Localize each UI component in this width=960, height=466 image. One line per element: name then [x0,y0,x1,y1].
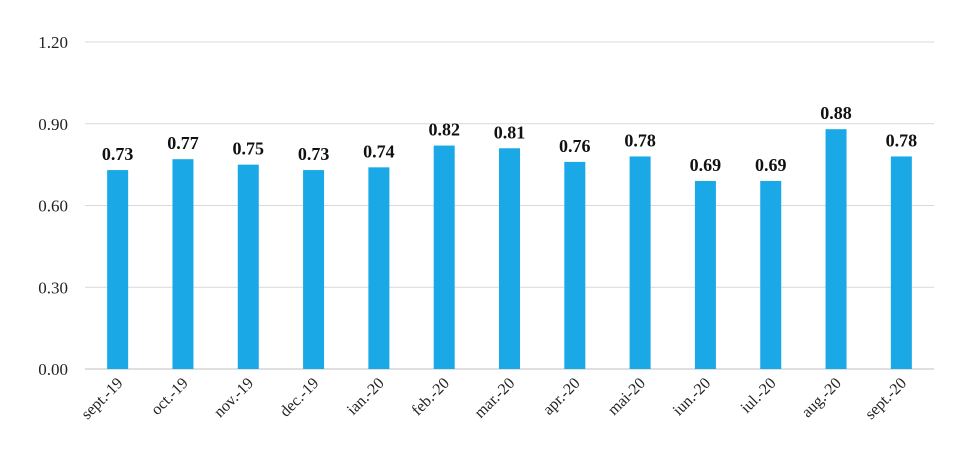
y-tick-label: 0.60 [38,197,68,216]
data-label: 0.76 [559,136,591,156]
y-tick-label: 0.00 [38,360,68,379]
bar [368,167,390,369]
bar [890,156,912,369]
data-label: 0.78 [886,130,918,150]
data-label: 0.74 [363,141,395,161]
x-tick-label: aug.-20 [799,375,845,421]
y-tick-label: 0.30 [38,278,68,297]
bar [107,170,129,369]
bar [499,148,520,369]
x-tick-label: nov.-19 [211,375,257,421]
data-label: 0.69 [690,155,722,175]
bar [760,180,782,369]
bar [303,170,325,369]
data-label: 0.73 [102,144,134,164]
x-tick-label: sept.-19 [78,375,126,423]
bar [172,159,194,369]
data-label: 0.88 [820,103,852,123]
bar [433,145,455,369]
x-tick-label: sept.-20 [862,375,910,423]
data-labels: 0.73 0.77 0.75 0.73 0.74 0.82 0.81 0.76 0.78 0.69… [102,103,917,175]
x-tick-label: apr.-20 [540,375,584,419]
x-tick-label: mai-20 [605,375,649,419]
y-tick-label: 1.20 [38,33,68,52]
data-label: 0.77 [167,133,199,153]
data-label: 0.82 [428,120,460,140]
bar [237,164,259,369]
data-label: 0.81 [494,122,526,142]
y-axis-ticks: 0.00 0.30 0.60 0.90 1.20 [38,33,68,379]
y-tick-label: 0.90 [38,115,68,134]
data-label: 0.75 [233,139,265,159]
x-tick-label: ian.-20 [344,375,388,419]
x-tick-label: feb.-20 [409,375,453,419]
bar [694,180,716,369]
x-tick-label: oct.-19 [148,375,192,419]
x-tick-label: dec.-19 [277,375,323,421]
bars [107,129,912,369]
bar [564,161,586,369]
data-label: 0.69 [755,155,787,175]
x-axis-ticks: sept.-19 oct.-19 nov.-19 dec.-19 ian.-20 feb.… [78,375,910,423]
bar [825,129,847,369]
data-label: 0.73 [298,144,330,164]
data-label: 0.78 [624,130,656,150]
x-tick-label: mar.-20 [471,375,518,422]
x-tick-label: iul.-20 [738,375,780,417]
bar [629,156,651,369]
x-tick-label: iun.-20 [670,375,714,419]
